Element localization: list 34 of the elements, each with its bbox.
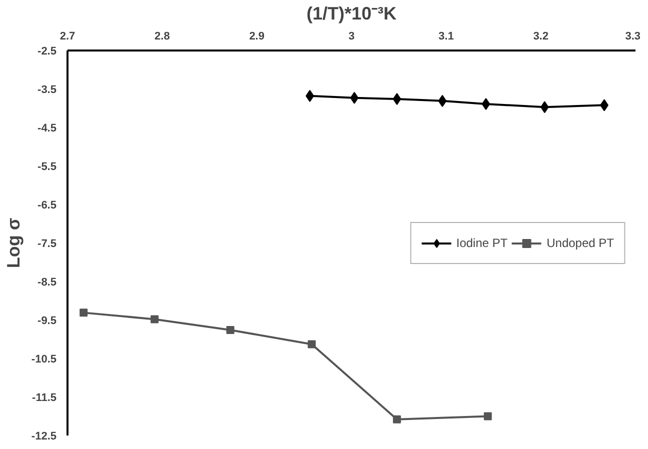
point (350, 92, 359, 104)
x-tick-label: 2.8 (154, 30, 170, 42)
x-tick-label: 3.3 (625, 30, 641, 42)
x-tick-label: 3.2 (533, 30, 548, 42)
y-tick-label: -5.5 (38, 161, 57, 173)
point (308, 340, 316, 348)
y-tick-label: -9.5 (38, 315, 57, 327)
y-tick-label: -2.5 (38, 46, 57, 58)
point (438, 94, 447, 107)
point (150, 315, 159, 324)
y-tick-label: -8.5 (38, 276, 57, 288)
point (226, 326, 234, 334)
x-tick-label: 3.1 (438, 30, 454, 42)
y-tick-label: -12.5 (31, 430, 57, 442)
y-tick-label: -11.5 (32, 392, 57, 404)
y-tick-label: -6.5 (38, 200, 57, 212)
legend-label: Iodine PT (456, 236, 508, 250)
y-tick-label: -7.5 (38, 238, 57, 250)
legend-label: Undoped PT (546, 236, 614, 250)
x-tick-label: 2.7 (60, 30, 76, 42)
point (80, 308, 88, 317)
y-axis-title: Log σ (3, 218, 24, 268)
y-tick-label: -4.5 (38, 122, 57, 134)
x-tick-label: 3 (348, 30, 355, 42)
point (540, 101, 549, 114)
y-tick-label: -3.5 (38, 84, 57, 96)
point (482, 98, 490, 110)
point (306, 90, 314, 102)
point (392, 93, 402, 106)
x-tick-label: 2.9 (249, 30, 264, 42)
point (484, 412, 492, 420)
point (392, 415, 401, 424)
x-axis-title: (1/T)*10⁻³K (306, 4, 397, 24)
y-tick-label: -10.5 (31, 354, 57, 366)
